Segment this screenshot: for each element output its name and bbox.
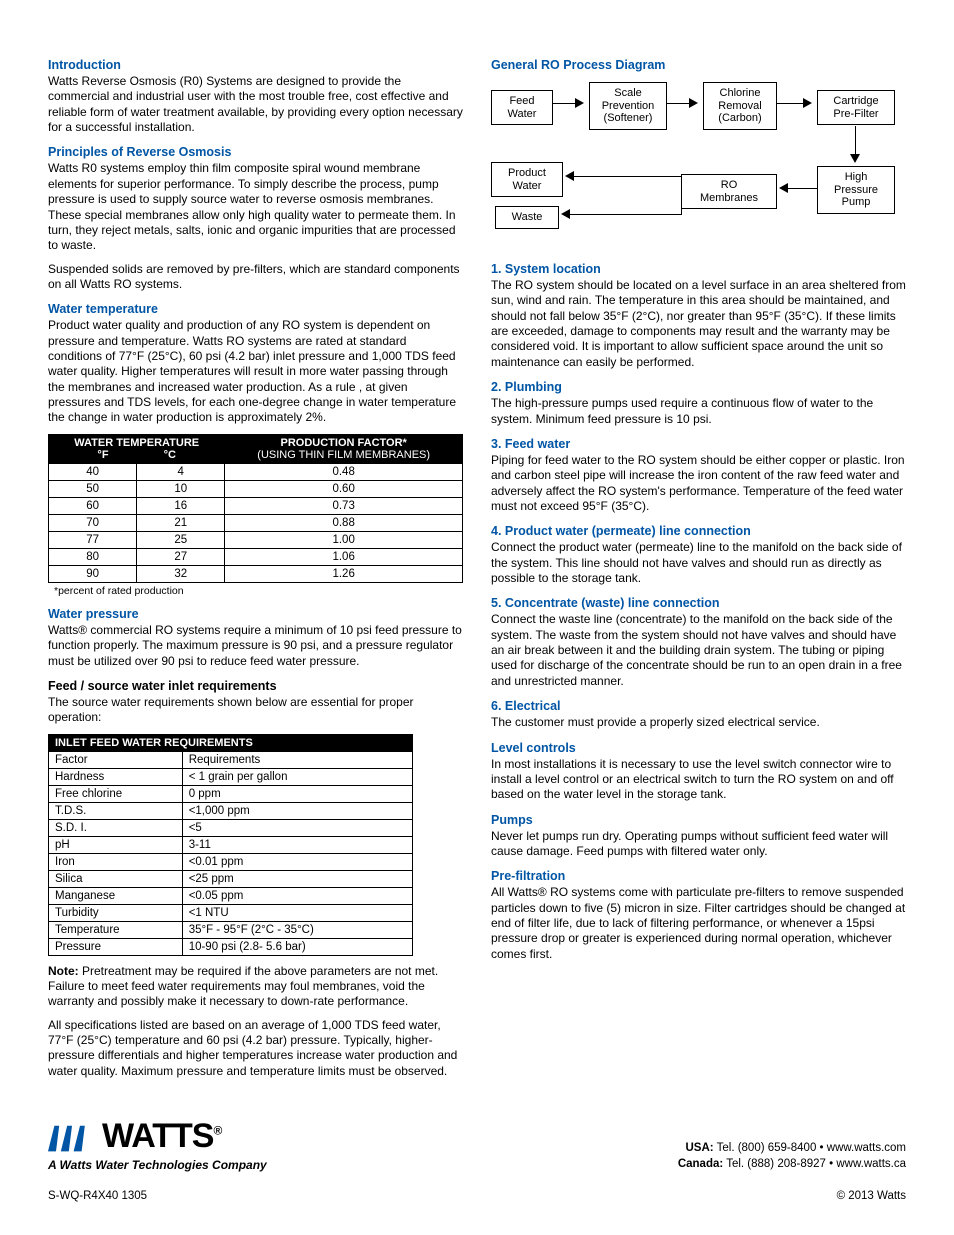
para-introduction: Watts Reverse Osmosis (R0) Systems are d… <box>48 74 463 135</box>
footer-contact: USA: Tel. (800) 659-8400 • www.watts.com… <box>678 1140 906 1172</box>
th-production-factor: PRODUCTION FACTOR* (USING THIN FILM MEMB… <box>225 434 463 463</box>
para-electrical: The customer must provide a properly siz… <box>491 715 906 730</box>
diagram-node-waste: Waste <box>495 206 559 229</box>
th-water-temperature: WATER TEMPERATURE °F °C <box>49 434 225 463</box>
table-row: T.D.S.<1,000 ppm <box>49 802 413 819</box>
heading-product-water: 4. Product water (permeate) line connect… <box>491 524 906 538</box>
para-system-location: The RO system should be located on a lev… <box>491 278 906 370</box>
th-inlet-header: INLET FEED WATER REQUIREMENTS <box>49 734 413 751</box>
diagram-node-cartridge: CartridgePre-Filter <box>817 90 895 125</box>
table-row: pH3-11 <box>49 836 413 853</box>
table-row: Manganese<0.05 ppm <box>49 887 413 904</box>
arrow-icon <box>779 183 788 193</box>
table-row: Temperature35°F - 95°F (2°C - 35°C) <box>49 921 413 938</box>
table-row: Free chlorine0 ppm <box>49 785 413 802</box>
diagram-node-feed-water: FeedWater <box>491 90 553 125</box>
table-row: S.D. I.<5 <box>49 819 413 836</box>
para-water-pressure: Watts® commercial RO systems require a m… <box>48 623 463 669</box>
heading-introduction: Introduction <box>48 58 463 72</box>
arrow-icon <box>565 171 574 181</box>
table-row: 4040.48 <box>49 463 463 480</box>
arrow-icon <box>850 154 860 163</box>
para-feed-water: Piping for feed water to the RO system s… <box>491 453 906 514</box>
table-row: Turbidity<1 NTU <box>49 904 413 921</box>
heading-electrical: 6. Electrical <box>491 699 906 713</box>
para-product-water: Connect the product water (permeate) lin… <box>491 540 906 586</box>
arrow-icon <box>561 209 570 219</box>
table-row: 50100.60 <box>49 480 463 497</box>
diagram-node-ro-membranes: ROMembranes <box>681 174 777 209</box>
para-principles-2: Suspended solids are removed by pre-filt… <box>48 262 463 293</box>
heading-level-controls: Level controls <box>491 741 906 755</box>
table-row: 77251.00 <box>49 531 463 548</box>
table-row: 80271.06 <box>49 548 463 565</box>
heading-water-pressure: Water pressure <box>48 607 463 621</box>
arrow-icon <box>803 98 812 108</box>
diagram-node-product-water: ProductWater <box>491 162 563 197</box>
arrow-icon <box>689 98 698 108</box>
para-water-temperature: Product water quality and production of … <box>48 318 463 426</box>
heading-water-temperature: Water temperature <box>48 302 463 316</box>
table-row: 60160.73 <box>49 497 463 514</box>
table-row: Pressure10-90 psi (2.8- 5.6 bar) <box>49 938 413 955</box>
diagram-node-softener: ScalePrevention(Softener) <box>589 82 667 130</box>
para-specifications: All specifications listed are based on a… <box>48 1018 463 1079</box>
footer-tagline: A Watts Water Technologies Company <box>48 1158 267 1172</box>
para-level-controls: In most installations it is necessary to… <box>491 757 906 803</box>
heading-feed-source: Feed / source water inlet requirements <box>48 679 463 693</box>
table-row: Hardness< 1 grain per gallon <box>49 768 413 785</box>
table-footnote: *percent of rated production <box>54 585 463 597</box>
logo-waves-icon <box>48 1122 96 1152</box>
heading-pumps: Pumps <box>491 813 906 827</box>
para-note: Note: Pretreatment may be required if th… <box>48 964 463 1010</box>
right-column: General RO Process Diagram FeedWater Sca… <box>491 48 906 1087</box>
para-principles-1: Watts R0 systems employ thin film compos… <box>48 161 463 253</box>
heading-process-diagram: General RO Process Diagram <box>491 58 906 72</box>
heading-feed-water: 3. Feed water <box>491 437 906 451</box>
table-row: Iron<0.01 ppm <box>49 853 413 870</box>
watts-logo: WATTS® <box>48 1117 267 1156</box>
heading-pre-filtration: Pre-filtration <box>491 869 906 883</box>
ro-process-diagram: FeedWater ScalePrevention(Softener) Chlo… <box>491 78 901 248</box>
arrow-icon <box>575 98 584 108</box>
page-body: Introduction Watts Reverse Osmosis (R0) … <box>48 48 906 1087</box>
table-row: Silica<25 ppm <box>49 870 413 887</box>
page-footer: WATTS® A Watts Water Technologies Compan… <box>48 1117 906 1202</box>
heading-plumbing: 2. Plumbing <box>491 380 906 394</box>
table-row: 70210.88 <box>49 514 463 531</box>
th-requirements: Requirements <box>182 751 413 768</box>
left-column: Introduction Watts Reverse Osmosis (R0) … <box>48 48 463 1087</box>
th-factor: Factor <box>49 751 183 768</box>
diagram-node-pump: HighPressurePump <box>817 166 895 214</box>
heading-principles: Principles of Reverse Osmosis <box>48 145 463 159</box>
table-row: 90321.26 <box>49 565 463 582</box>
water-temperature-table: WATER TEMPERATURE °F °C PRODUCTION FACTO… <box>48 434 463 583</box>
footer-copyright: © 2013 Watts <box>837 1190 906 1202</box>
para-pumps: Never let pumps run dry. Operating pumps… <box>491 829 906 860</box>
heading-system-location: 1. System location <box>491 262 906 276</box>
diagram-node-carbon: ChlorineRemoval(Carbon) <box>703 82 777 130</box>
para-plumbing: The high-pressure pumps used require a c… <box>491 396 906 427</box>
heading-concentrate: 5. Concentrate (waste) line connection <box>491 596 906 610</box>
footer-doc-number: S-WQ-R4X40 1305 <box>48 1190 147 1202</box>
para-concentrate: Connect the waste line (concentrate) to … <box>491 612 906 689</box>
inlet-requirements-table: INLET FEED WATER REQUIREMENTS Factor Req… <box>48 734 413 956</box>
para-pre-filtration: All Watts® RO systems come with particul… <box>491 885 906 962</box>
para-feed-source: The source water requirements shown belo… <box>48 695 463 726</box>
